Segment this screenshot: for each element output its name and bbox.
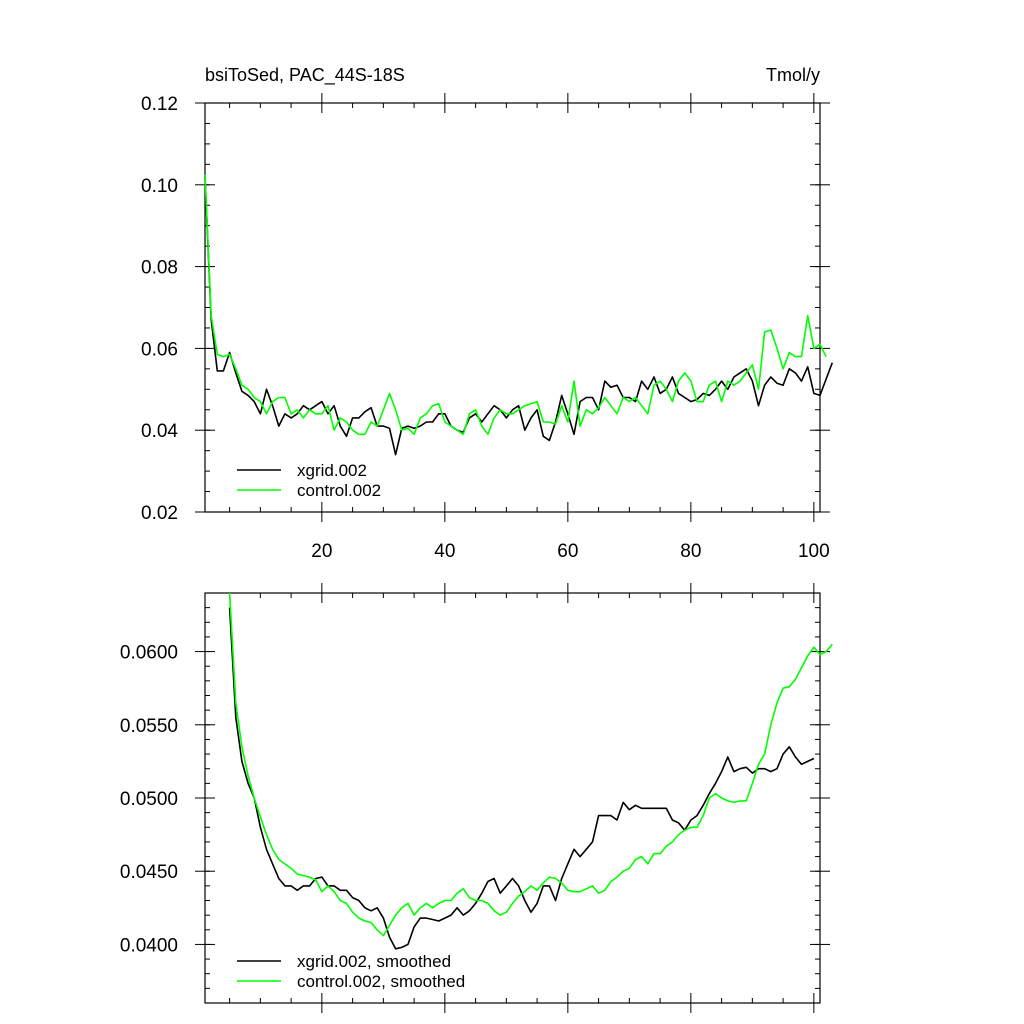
x-tick-label: 80: [680, 541, 701, 562]
x-tick-label: 60: [557, 541, 578, 562]
x-tick-label: 20: [311, 541, 332, 562]
x-tick-label: 100: [798, 541, 830, 562]
y-tick-label: 0.08: [141, 258, 178, 279]
y-tick-label: 0.0450: [120, 862, 178, 883]
x-tick-label: 40: [434, 541, 455, 562]
legend-label: xgrid.002, smoothed: [297, 952, 451, 971]
y-tick-label: 0.0550: [120, 716, 178, 737]
y-tick-label: 0.12: [141, 94, 178, 115]
legend-label: control.002: [297, 481, 381, 500]
plot-frame: [204, 592, 821, 1004]
y-tick-label: 0.02: [141, 503, 178, 524]
chart-title: bsiToSed, PAC_44S-18S: [205, 65, 405, 86]
chart-panel-1: 20 40 60 80 100 0.02 0.04 0.06 0.08 0.10 0.12 xgrid…: [141, 65, 834, 562]
y-tick-label: 0.0600: [120, 643, 178, 664]
y-tick-label: 0.0500: [120, 789, 178, 810]
legend-label: xgrid.002: [297, 461, 367, 480]
legend-label: control.002, smoothed: [297, 972, 465, 991]
series-line-2: [228, 592, 833, 937]
chart-panel-2: 0.0400 0.0450 0.0500 0.0550 0.0600 xgrid.002,…: [120, 583, 833, 1013]
series-line-1: [228, 607, 815, 950]
y-tick-label: 0.04: [141, 421, 178, 442]
y-tick-label: 0.0400: [120, 935, 178, 956]
series-line-2: [204, 174, 827, 436]
units-label: Tmol/y: [766, 65, 820, 85]
plot-frame: [204, 102, 821, 513]
y-tick-label: 0.10: [141, 176, 178, 197]
y-tick-label: 0.06: [141, 339, 178, 360]
